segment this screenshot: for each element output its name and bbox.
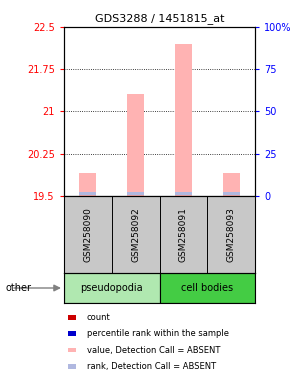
Bar bbox=[160, 273, 255, 303]
Text: rank, Detection Call = ABSENT: rank, Detection Call = ABSENT bbox=[87, 362, 216, 371]
Text: value, Detection Call = ABSENT: value, Detection Call = ABSENT bbox=[87, 346, 220, 354]
Bar bbox=[79, 192, 96, 195]
Text: count: count bbox=[87, 313, 110, 322]
Title: GDS3288 / 1451815_at: GDS3288 / 1451815_at bbox=[95, 13, 224, 24]
Text: GSM258092: GSM258092 bbox=[131, 207, 140, 262]
Text: percentile rank within the sample: percentile rank within the sample bbox=[87, 329, 229, 338]
Bar bbox=[175, 44, 192, 196]
Text: GSM258091: GSM258091 bbox=[179, 207, 188, 262]
Text: pseudopodia: pseudopodia bbox=[80, 283, 143, 293]
Bar bbox=[68, 315, 76, 320]
Bar bbox=[223, 173, 240, 196]
Text: GSM258093: GSM258093 bbox=[227, 207, 236, 262]
Bar bbox=[68, 364, 76, 369]
Bar bbox=[79, 173, 96, 196]
Text: other: other bbox=[6, 283, 32, 293]
Bar bbox=[127, 94, 144, 196]
Bar bbox=[175, 192, 192, 195]
Bar bbox=[68, 348, 76, 353]
Bar bbox=[223, 192, 240, 195]
Text: GSM258090: GSM258090 bbox=[83, 207, 92, 262]
Text: cell bodies: cell bodies bbox=[181, 283, 233, 293]
Bar bbox=[68, 331, 76, 336]
Bar bbox=[64, 273, 160, 303]
Bar bbox=[127, 192, 144, 195]
